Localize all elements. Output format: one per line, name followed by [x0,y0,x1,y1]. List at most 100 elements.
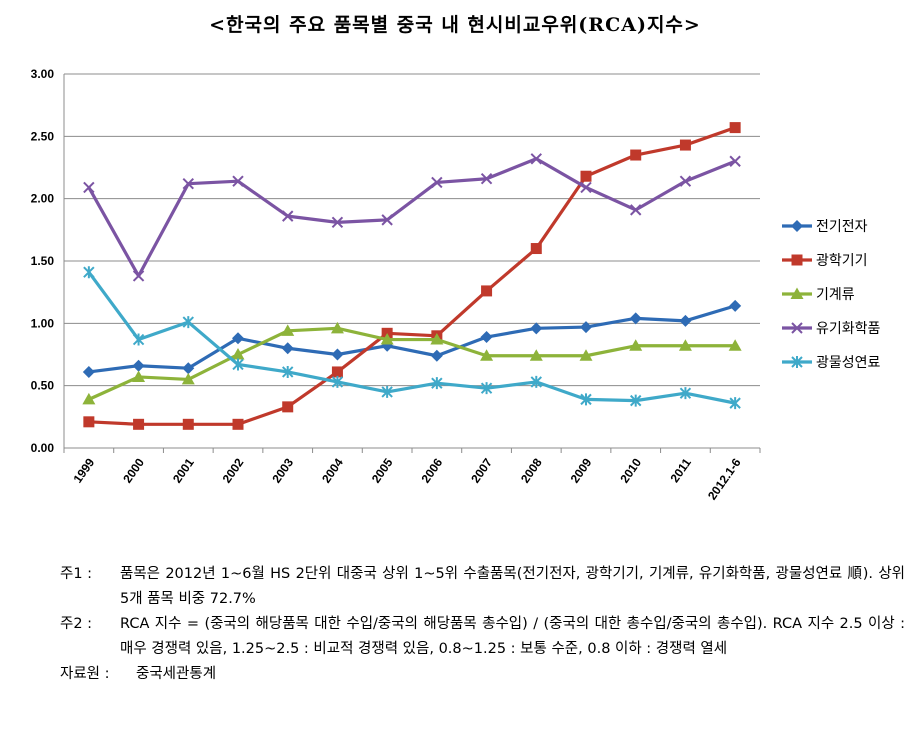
x-tick-label: 2011 [667,455,694,485]
x-tick-label: 2006 [419,455,446,485]
data-point [431,377,443,390]
data-point [791,356,803,368]
data-point [729,155,741,167]
data-point [580,170,592,182]
data-point [182,418,194,430]
data-point [630,149,642,161]
note-1-head: 주1 : [60,566,93,582]
x-tick-label: 2007 [468,455,495,485]
source-line: 자료원 : 중국세관통계 [60,662,905,687]
data-point [530,375,542,388]
legend-label: 유기화학품 [816,321,881,337]
x-tick-label: 2002 [220,455,247,485]
data-point [281,324,295,336]
x-tick-label: 2000 [120,455,147,485]
note-1: 주1 : 품목은 2012년 1~6월 HS 2단위 대중국 상위 1~5위 수… [60,562,905,612]
data-point [430,333,444,345]
legend-label: 광물성연료 [816,355,881,371]
data-point [182,316,194,329]
data-point [629,312,642,325]
x-tick-label: 2003 [269,455,296,485]
data-point [729,299,742,312]
data-point [629,339,643,351]
x-tick-label: 2012.1-6 [705,455,744,502]
source-head: 자료원 : [60,666,110,682]
data-point [330,321,344,334]
x-tick-label: 1999 [71,455,98,485]
legend-label: 광학기기 [816,253,868,269]
data-point [281,342,294,355]
data-point [679,314,692,327]
y-tick-label: 2.50 [31,129,55,143]
legend-item-4: 유기화학품 [782,321,881,337]
data-point [232,332,244,345]
data-point [530,243,542,255]
legend-label: 전기전자 [816,219,868,235]
data-point [132,270,145,282]
data-point [530,153,542,165]
data-point [132,333,145,346]
data-point [480,331,493,344]
y-tick-label: 0.50 [31,379,55,393]
data-point [331,375,344,388]
source-body: 중국세관통계 [136,666,217,682]
series-line [88,326,736,401]
data-point [630,394,642,407]
data-point [82,365,95,378]
legend-item-2: 광학기기 [782,253,868,269]
series-2 [83,122,741,430]
data-point [83,181,95,194]
x-tick-label: 2001 [170,455,197,485]
data-point [480,382,493,395]
data-point [83,416,95,428]
legend-item-5: 광물성연료 [782,355,881,371]
data-point [480,349,494,361]
note-2-head: 주2 : [60,616,93,632]
data-point [132,370,146,382]
x-tick-label: 2004 [319,455,346,485]
chart-title: <한국의 주요 품목별 중국 내 현시비교우위(RCA)지수> [209,14,701,36]
data-point [182,177,194,190]
data-point [580,393,592,406]
note-1-body: 품목은 2012년 1~6월 HS 2단위 대중국 상위 1~5위 수출품목(전… [120,566,905,607]
series-4 [83,153,741,282]
data-point [530,322,543,335]
data-point [480,173,493,185]
series-line [87,157,736,278]
data-point [529,349,543,361]
data-point [132,359,145,372]
y-tick-label: 3.00 [31,67,55,81]
legend-item-3: 기계류 [782,287,855,303]
data-point [679,175,692,187]
series-line [88,126,736,426]
data-point [729,397,741,410]
y-tick-label: 1.50 [31,254,55,268]
data-point [790,287,804,299]
data-point [182,362,195,375]
data-point [791,254,803,266]
y-tick-label: 2.00 [31,192,55,206]
data-point [331,366,343,378]
data-point [579,349,593,361]
series-5 [83,266,741,410]
data-point [791,322,803,334]
data-point [728,339,742,351]
data-point [231,348,245,360]
data-point [580,321,592,334]
x-tick-label: 2010 [617,455,644,485]
data-point [679,387,692,400]
data-point [133,418,145,430]
data-point [331,216,344,229]
data-point [82,392,96,405]
series-lines [82,122,742,430]
data-point [678,339,692,351]
y-tick-label: 1.00 [31,316,55,330]
footnotes: 주1 : 품목은 2012년 1~6월 HS 2단위 대중국 상위 1~5위 수… [60,562,905,687]
x-tick-label: 2008 [518,455,545,485]
data-point [232,418,244,430]
data-point [630,204,642,216]
x-tick-label: 2009 [568,455,595,485]
y-tick-label: 0.00 [31,441,55,455]
data-point [791,220,803,232]
